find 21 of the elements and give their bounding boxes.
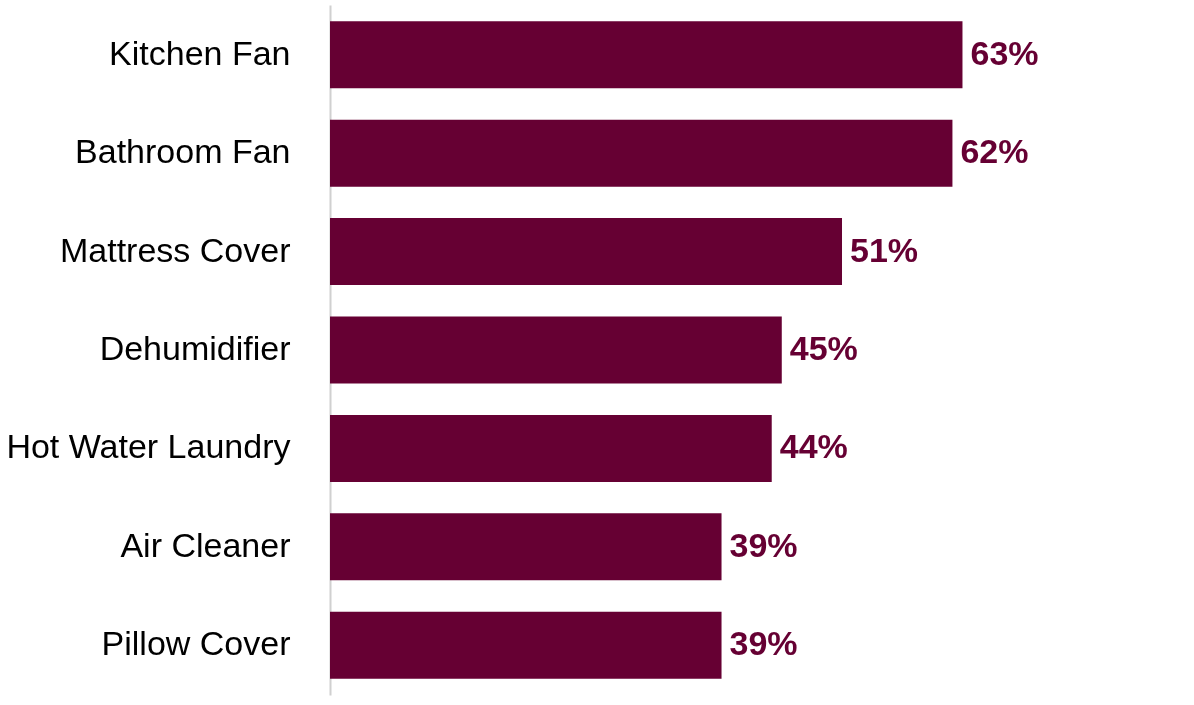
y-tick-label: Mattress Cover	[60, 230, 291, 269]
y-tick-label: Kitchen Fan	[109, 33, 291, 72]
bar	[330, 513, 722, 581]
data-label: 44%	[779, 427, 848, 466]
data-label: 63%	[970, 33, 1039, 72]
bar	[330, 316, 782, 384]
y-tick-label: Air Cleaner	[120, 525, 291, 564]
bar	[330, 611, 722, 679]
bar	[330, 218, 843, 286]
data-label: 39%	[729, 525, 798, 564]
bar	[330, 21, 963, 89]
data-label: 39%	[729, 624, 798, 663]
data-label: 62%	[960, 132, 1029, 171]
data-label: 51%	[850, 230, 919, 269]
data-label: 45%	[789, 329, 858, 367]
bar	[330, 414, 772, 482]
y-tick-label: Bathroom Fan	[75, 132, 291, 171]
bar	[330, 119, 953, 187]
y-tick-label: Pillow Cover	[101, 624, 291, 663]
y-tick-label: Hot Water Laundry	[6, 427, 291, 466]
y-tick-label: Dehumidifier	[99, 329, 291, 367]
